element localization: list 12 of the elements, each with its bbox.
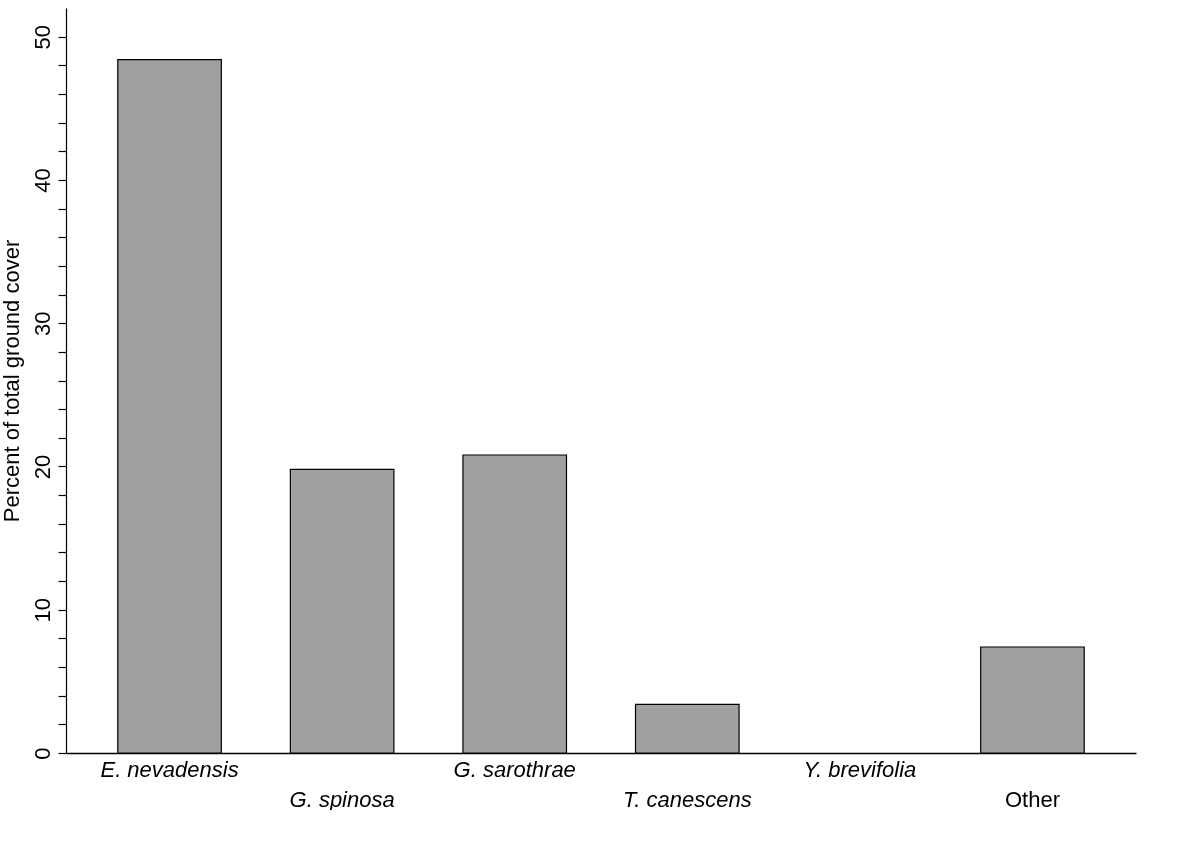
y-axis-title: Percent of total ground cover [0,239,24,523]
x-tick-label: E. nevadensis [100,756,239,782]
x-tick-label: G. sarothrae [453,756,576,782]
x-tick-label: Y. brevifolia [803,756,917,782]
y-tick-label: 30 [29,311,55,336]
y-tick-label: 40 [29,168,55,193]
y-tick-label: 50 [29,24,55,50]
x-tick-label: T. canescens [622,786,752,812]
y-tick-label: 0 [29,747,55,760]
x-tick-label: Other [1004,786,1060,812]
y-tick-label: 10 [29,597,55,623]
y-tick-label: 20 [29,454,55,480]
